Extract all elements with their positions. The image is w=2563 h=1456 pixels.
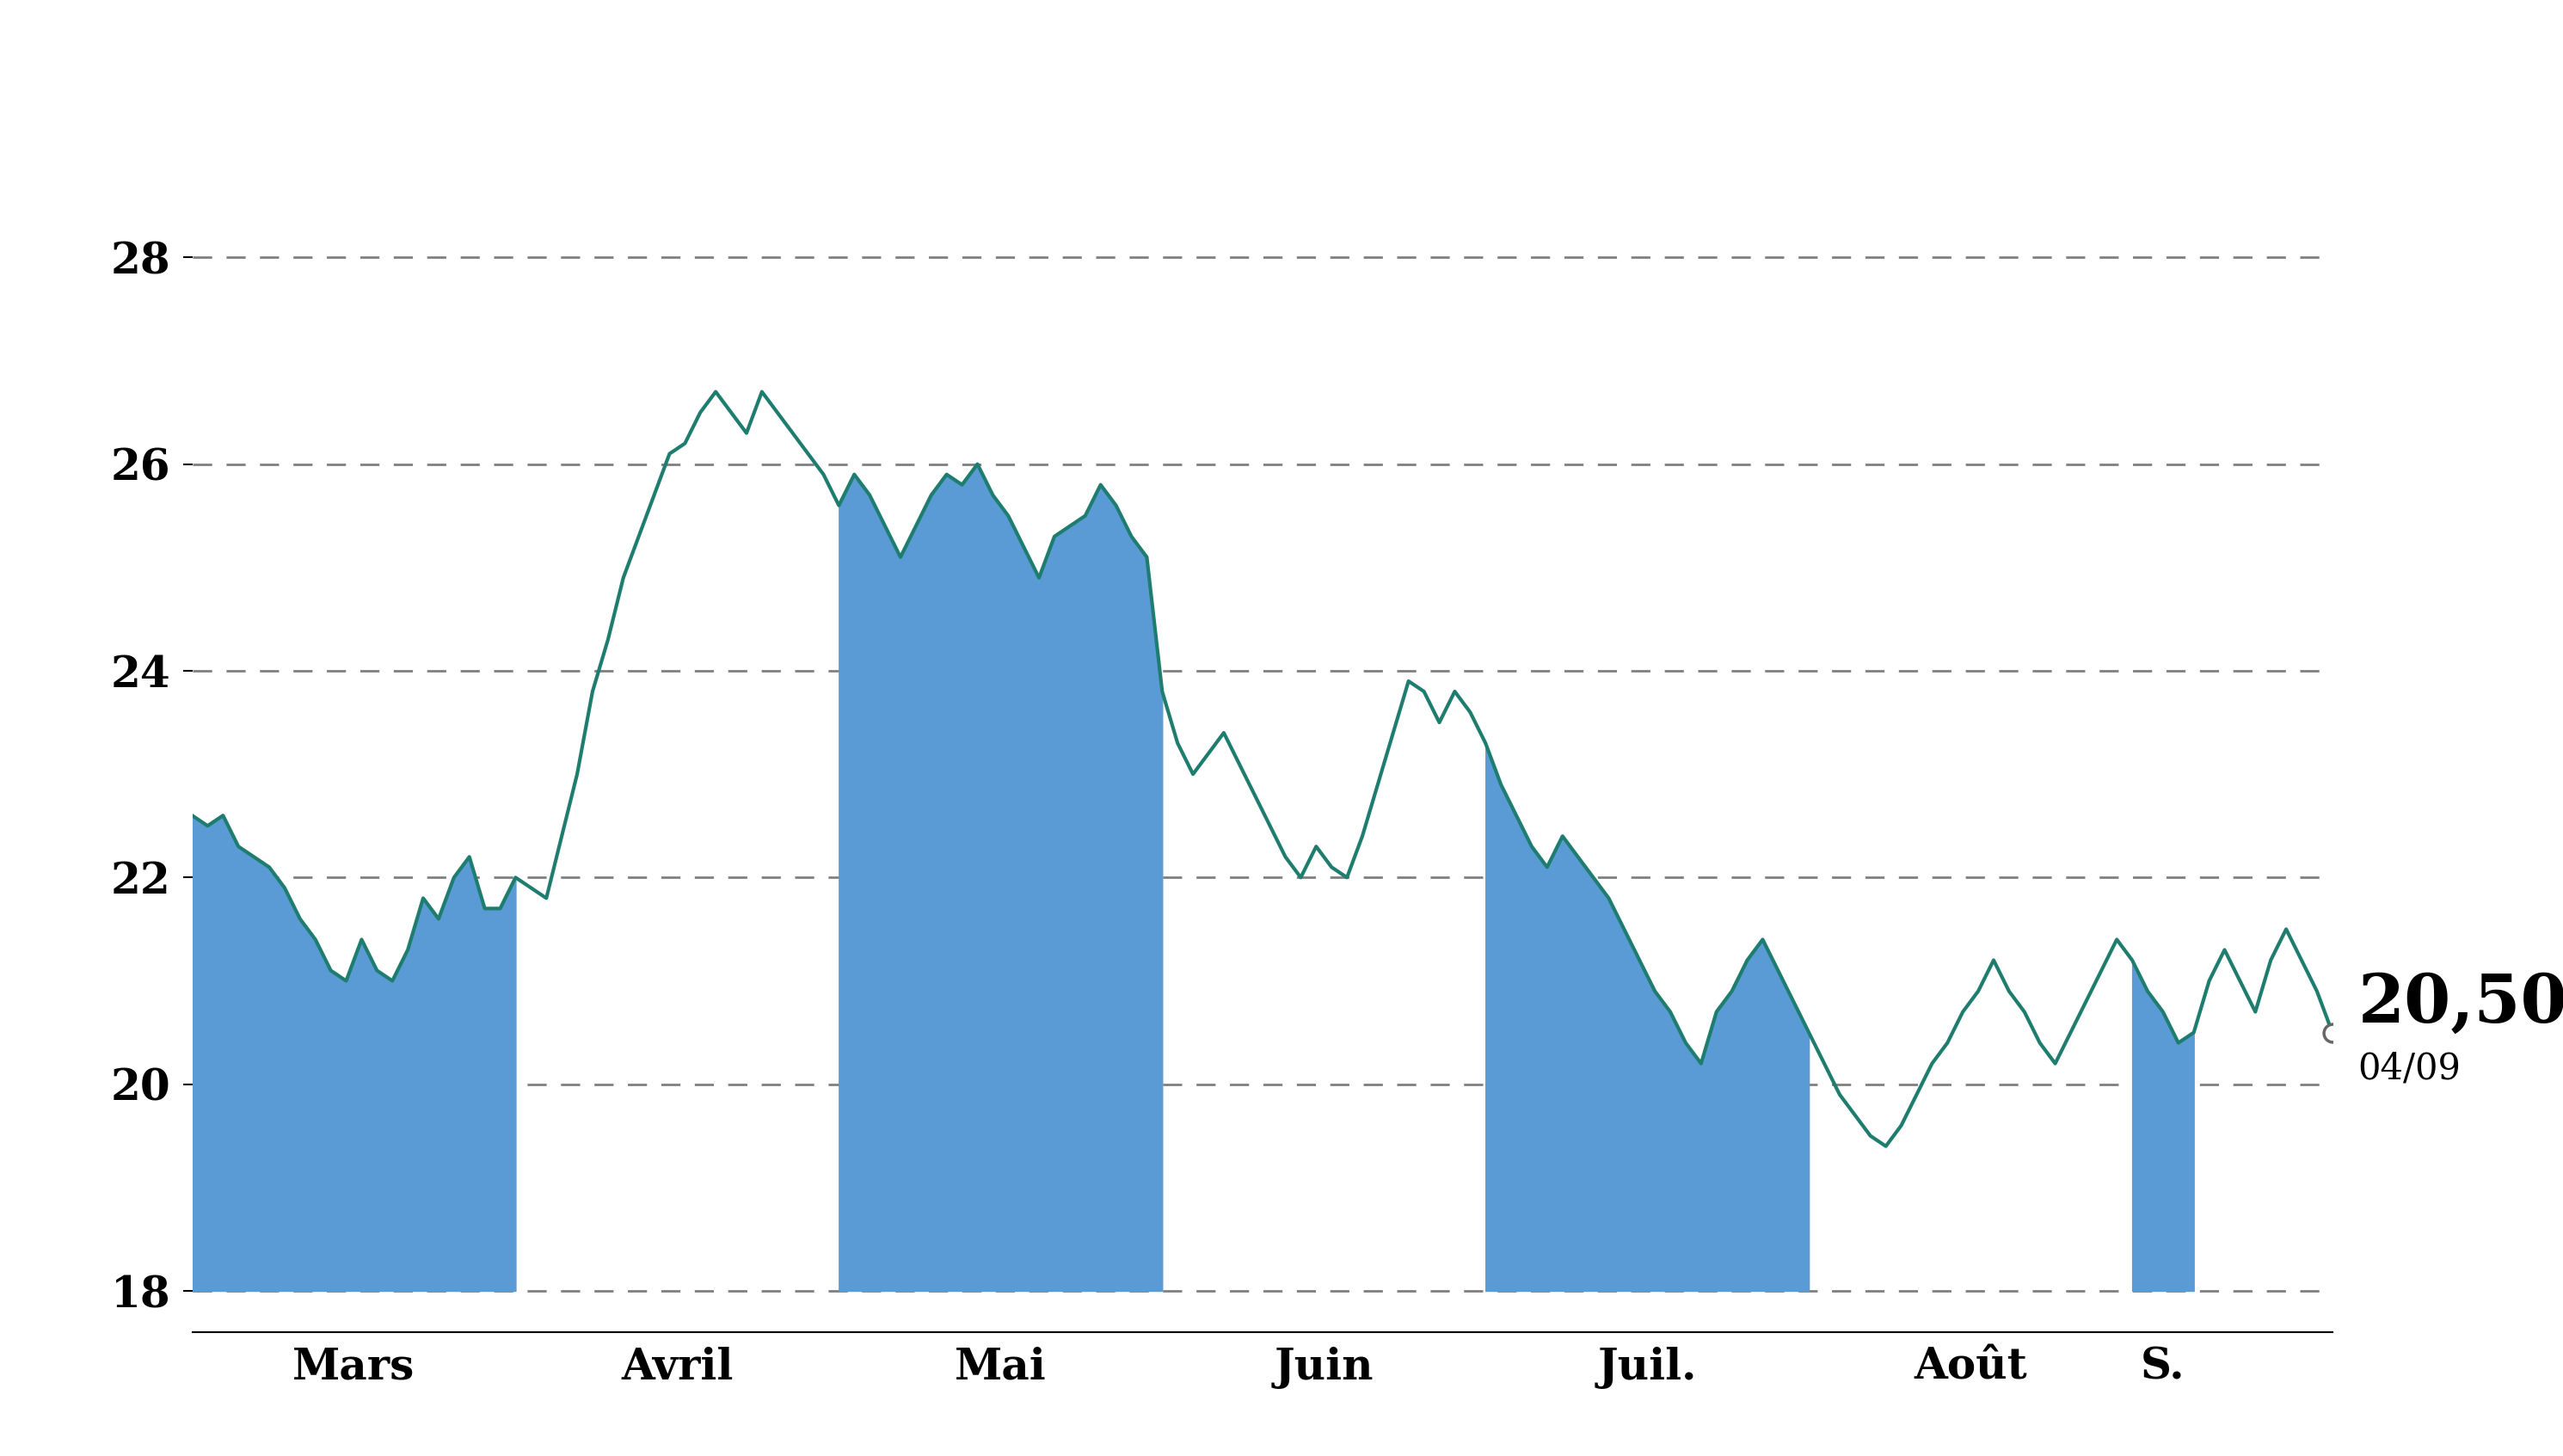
Text: 04/09: 04/09 [2358,1051,2460,1088]
Text: 20,50: 20,50 [2358,971,2563,1037]
Text: 2G Energy AG: 2G Energy AG [907,26,1656,119]
